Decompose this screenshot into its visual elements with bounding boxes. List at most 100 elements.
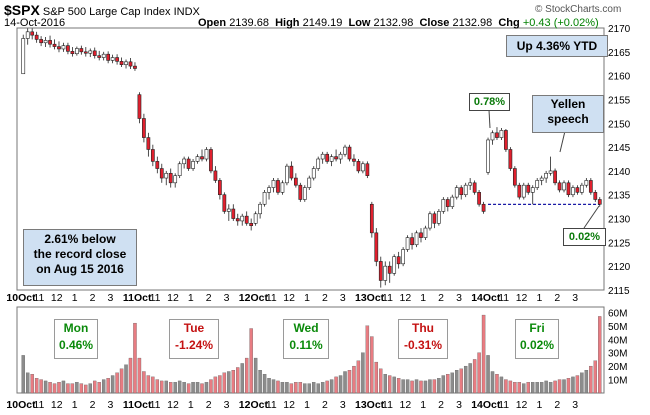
volume-bar bbox=[544, 380, 548, 394]
candle-body bbox=[401, 249, 405, 265]
volume-bar bbox=[387, 375, 392, 394]
volume-bar bbox=[204, 382, 209, 394]
day-change: 0.46% bbox=[58, 338, 94, 352]
candle-body bbox=[329, 156, 334, 162]
volume-bar bbox=[93, 380, 97, 394]
volume-bar bbox=[312, 382, 316, 394]
volume-bar bbox=[548, 382, 553, 394]
volume-bar bbox=[88, 383, 92, 394]
low-value: 2132.98 bbox=[373, 17, 414, 29]
candle-body bbox=[200, 156, 204, 160]
candle-body bbox=[280, 182, 285, 193]
ticker-symbol: $SPX bbox=[4, 2, 40, 18]
volume-bar bbox=[285, 382, 289, 394]
candle-body bbox=[222, 194, 227, 212]
volume-bar bbox=[240, 363, 244, 394]
volume-bar bbox=[383, 374, 387, 394]
day-name: Thu bbox=[412, 321, 434, 335]
candle-body bbox=[468, 182, 473, 186]
day-box-mon: Mon 0.46% bbox=[54, 319, 98, 359]
volume-bar bbox=[441, 375, 446, 394]
candle-body bbox=[57, 46, 61, 50]
x-tick-label-bottom: 1 bbox=[188, 399, 194, 411]
volume-bar bbox=[30, 374, 34, 394]
candle-body bbox=[133, 65, 137, 69]
candle-body bbox=[356, 161, 361, 172]
volume-bar bbox=[396, 378, 401, 394]
candle-body bbox=[361, 163, 365, 172]
x-tick-label-bottom: 2 bbox=[554, 399, 560, 411]
volume-bar bbox=[347, 370, 352, 394]
day-name: Tue bbox=[183, 321, 205, 335]
open-gain-callout: 0.78% bbox=[469, 93, 510, 111]
price-tick-label: 2150 bbox=[608, 119, 631, 130]
candle-body bbox=[553, 170, 557, 184]
volume-bar bbox=[320, 382, 325, 394]
candle-body bbox=[557, 182, 562, 191]
candle-body bbox=[454, 187, 459, 198]
candle-body bbox=[213, 170, 218, 181]
candle-body bbox=[383, 265, 388, 281]
volume-bar bbox=[39, 379, 43, 394]
candle-body bbox=[182, 158, 186, 165]
day-change: 0.11% bbox=[289, 338, 323, 352]
volume-bar bbox=[356, 360, 361, 394]
candle-body bbox=[481, 203, 486, 212]
candle-body bbox=[289, 165, 294, 179]
candle-body bbox=[365, 163, 370, 176]
x-tick-label: 11 bbox=[33, 292, 44, 304]
volume-bar bbox=[562, 379, 566, 394]
candle-body bbox=[562, 182, 566, 191]
candle-body bbox=[124, 61, 128, 65]
yellen-line-1: Yellen bbox=[550, 97, 586, 111]
candle-body bbox=[249, 223, 254, 226]
x-tick-label: 3 bbox=[107, 292, 113, 304]
volume-bar bbox=[101, 379, 106, 394]
candle-body bbox=[231, 208, 236, 219]
volume-bar bbox=[213, 376, 218, 394]
volume-bar bbox=[374, 361, 379, 394]
x-tick-label: 3 bbox=[572, 292, 578, 304]
candle-body bbox=[334, 156, 338, 160]
candle-body bbox=[110, 57, 115, 61]
volume-bar bbox=[195, 382, 200, 394]
x-tick-label-bottom: 10Oct bbox=[6, 399, 36, 411]
day-name: Mon bbox=[63, 321, 89, 335]
change-label: Chg bbox=[498, 17, 520, 29]
x-tick-label-bottom: 3 bbox=[572, 399, 578, 411]
candle-body bbox=[508, 149, 513, 169]
x-tick-label: 1 bbox=[537, 292, 543, 304]
day-gain-callout: 0.02% bbox=[563, 228, 606, 246]
volume-bar bbox=[124, 364, 128, 394]
x-tick-label: 1 bbox=[304, 292, 310, 304]
candle-body bbox=[575, 187, 580, 193]
volume-bar bbox=[526, 382, 530, 394]
candle-body bbox=[486, 139, 490, 173]
price-tick-label: 2120 bbox=[608, 262, 631, 273]
candle-body bbox=[504, 130, 508, 150]
candle-body bbox=[343, 146, 347, 155]
candle-body bbox=[271, 180, 276, 188]
x-tick-label: 2 bbox=[90, 292, 96, 304]
record-line-2: the record close bbox=[33, 247, 127, 261]
high-label: High bbox=[275, 17, 300, 29]
volume-bar bbox=[280, 382, 285, 394]
volume-bar bbox=[119, 368, 124, 394]
x-tick-label: 11 bbox=[266, 292, 277, 304]
candle-body bbox=[218, 180, 222, 196]
candle-body bbox=[316, 158, 321, 169]
volume-bar bbox=[298, 382, 303, 394]
volume-bar bbox=[307, 383, 311, 394]
record-box: 2.61% below the record close on Aug 15 2… bbox=[23, 229, 137, 286]
candle-body bbox=[235, 218, 240, 222]
candle-body bbox=[70, 51, 75, 55]
volume-bar bbox=[365, 325, 370, 394]
volume-bar bbox=[79, 383, 84, 394]
candle-body bbox=[79, 48, 84, 53]
open-gain-leader bbox=[488, 109, 491, 129]
volume-bar bbox=[598, 316, 602, 394]
candle-body bbox=[101, 53, 106, 58]
volume-bar bbox=[338, 375, 343, 394]
x-tick-label: 12 bbox=[400, 292, 412, 304]
candle-body bbox=[325, 153, 330, 162]
